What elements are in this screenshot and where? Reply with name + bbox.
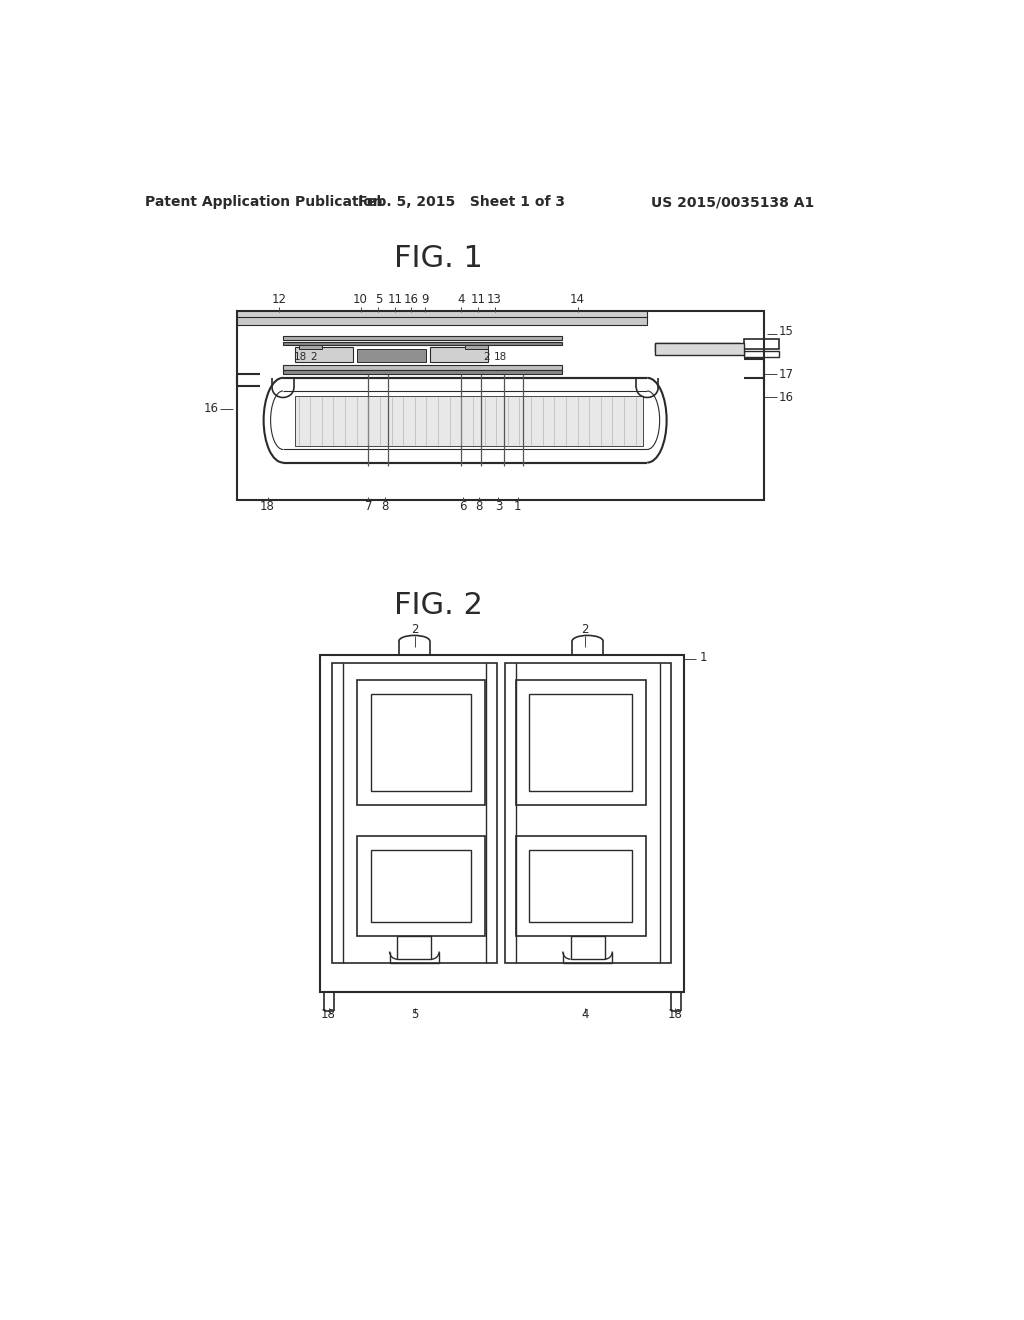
Text: 18: 18 [668,1008,683,1022]
Bar [356,836,484,936]
Text: 6: 6 [459,500,467,513]
Bar [237,312,647,317]
Text: US 2015/0035138 A1: US 2015/0035138 A1 [651,195,814,210]
Text: 13: 13 [487,293,502,306]
Bar [299,345,322,350]
Text: 1: 1 [514,500,521,513]
Text: 8: 8 [382,500,389,513]
Text: 16: 16 [779,391,794,404]
Bar [321,655,684,991]
Text: 17: 17 [779,367,794,380]
Text: 2: 2 [310,352,317,362]
Bar [356,350,426,362]
Bar [371,694,471,792]
Bar [655,343,744,355]
Text: 16: 16 [204,403,218,416]
Bar [332,663,346,964]
Bar [237,314,647,326]
Text: Feb. 5, 2015   Sheet 1 of 3: Feb. 5, 2015 Sheet 1 of 3 [357,195,565,210]
Bar [529,694,632,792]
Text: FIG. 2: FIG. 2 [393,590,482,619]
Bar [295,396,643,446]
Bar [283,370,562,374]
Text: 16: 16 [403,293,419,306]
Text: 2: 2 [411,623,419,636]
Text: 8: 8 [475,500,482,513]
Bar [515,681,646,805]
Bar [283,335,562,341]
Bar [371,850,471,923]
Bar [529,850,632,923]
Text: 15: 15 [779,325,794,338]
Bar [283,342,562,345]
Bar [283,364,562,370]
Bar [397,936,431,960]
Bar [430,347,488,363]
Bar [295,347,352,363]
Text: 9: 9 [421,293,429,306]
Text: 2: 2 [483,352,490,362]
Bar [744,351,779,358]
Text: 12: 12 [271,293,287,306]
Text: 3: 3 [495,500,502,513]
Bar [332,663,497,964]
Text: 11: 11 [471,293,485,306]
Text: 11: 11 [388,293,402,306]
Text: 18: 18 [260,500,274,513]
Text: 7: 7 [365,500,372,513]
Text: 18: 18 [494,352,507,362]
Text: 4: 4 [458,293,465,306]
Text: 4: 4 [582,1008,589,1022]
Bar [744,339,779,348]
Bar [655,343,740,352]
Bar [465,345,488,350]
Bar [356,681,484,805]
Text: 1: 1 [699,651,707,664]
Text: 2: 2 [582,623,589,636]
Text: 14: 14 [570,293,585,306]
Bar [570,936,604,960]
Text: Patent Application Publication: Patent Application Publication [144,195,383,210]
Text: 10: 10 [353,293,368,306]
Bar [237,312,764,499]
Text: FIG. 1: FIG. 1 [393,244,482,273]
Text: 18: 18 [321,1008,336,1022]
Text: 5: 5 [375,293,382,306]
Text: 5: 5 [411,1008,419,1022]
Bar [505,663,671,964]
Bar [515,836,646,936]
Text: 18: 18 [294,352,306,362]
